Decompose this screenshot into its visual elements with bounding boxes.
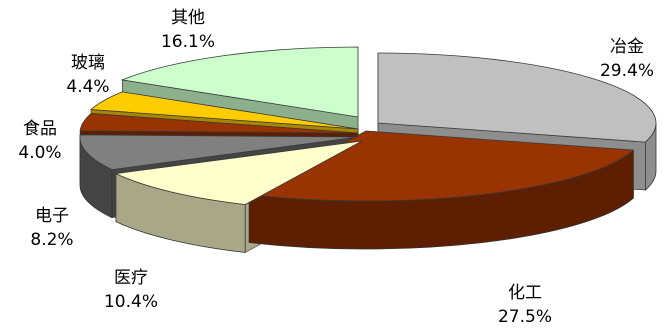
pie-slice-4 [79, 134, 359, 171]
slice-value-label: 10.4% [104, 292, 158, 312]
pie-labels: 冶金 29.4% 化工 27.5% 医疗 10.4% 电子 8.2% 食品 4.… [18, 8, 654, 327]
pie-slice-7 [120, 46, 359, 118]
pie-slice-5 [79, 113, 359, 134]
slice-value-label: 16.1% [161, 32, 215, 52]
slice-value-label: 4.0% [18, 143, 61, 163]
slice-name-label: 玻璃 [71, 53, 105, 73]
pie-slice-1 [377, 52, 657, 143]
pie-slice-3 [114, 140, 363, 205]
pie-slices [79, 46, 657, 205]
slice-name-label: 电子 [35, 206, 69, 226]
slice-value-label: 4.4% [66, 77, 109, 97]
slice-name-label: 冶金 [610, 37, 644, 57]
pie-slice-6 [90, 91, 359, 130]
slice-value-label: 29.4% [600, 61, 654, 81]
slice-name-label: 食品 [23, 119, 57, 139]
slice-name-label: 医疗 [114, 268, 148, 288]
slice-name-label: 其他 [171, 8, 205, 28]
slice-value-label: 27.5% [498, 307, 552, 327]
slice-value-label: 8.2% [30, 230, 73, 250]
slice-name-label: 化工 [508, 283, 542, 303]
